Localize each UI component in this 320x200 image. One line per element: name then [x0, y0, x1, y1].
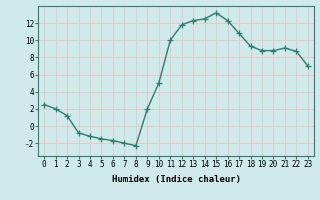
X-axis label: Humidex (Indice chaleur): Humidex (Indice chaleur) — [111, 175, 241, 184]
